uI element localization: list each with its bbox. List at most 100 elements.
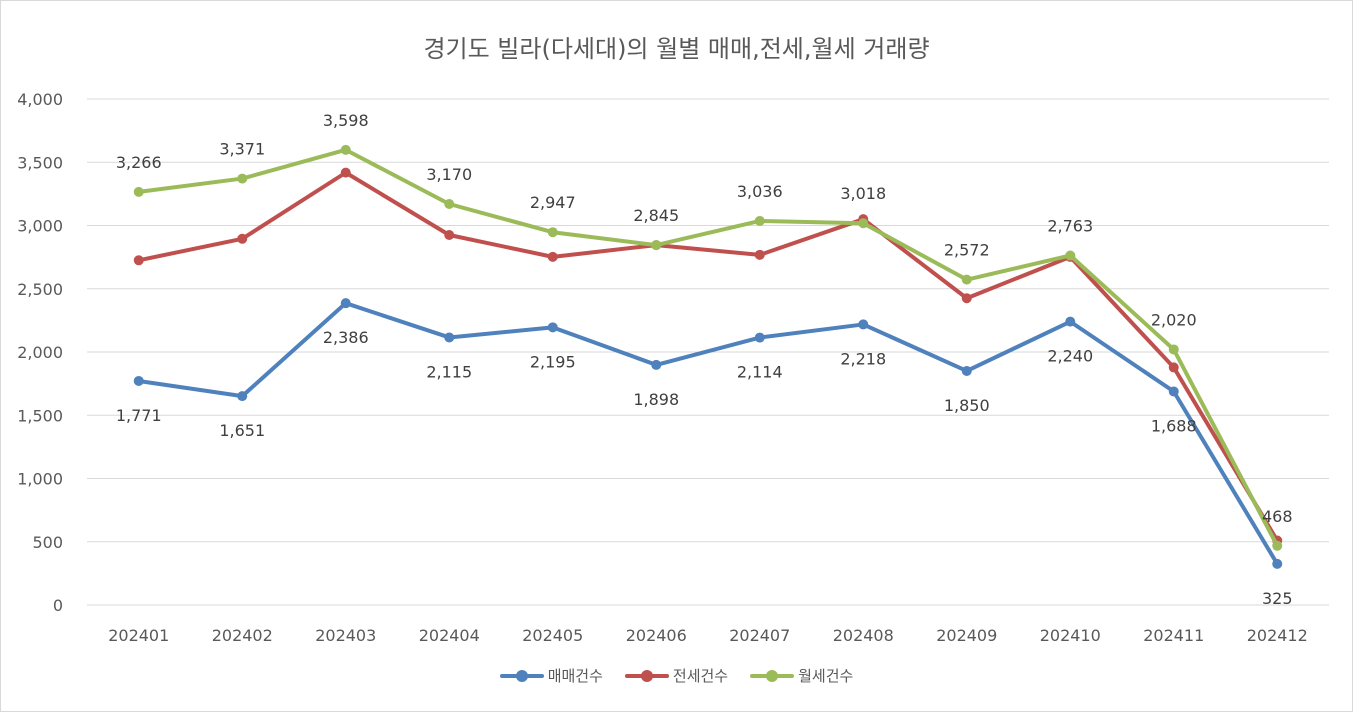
data-point xyxy=(340,167,351,178)
data-label: 3,598 xyxy=(323,111,369,130)
legend-label: 월세건수 xyxy=(798,667,854,685)
x-tick-label: 202410 xyxy=(1040,626,1101,645)
data-point xyxy=(754,215,765,226)
data-point xyxy=(1065,250,1076,261)
data-point xyxy=(547,322,558,333)
data-label: 2,947 xyxy=(530,193,576,212)
data-point xyxy=(858,218,869,229)
data-label: 1,850 xyxy=(944,396,990,415)
x-tick-label: 202403 xyxy=(315,626,376,645)
data-point xyxy=(444,198,455,209)
x-tick-label: 202401 xyxy=(108,626,169,645)
data-label: 3,036 xyxy=(737,182,783,201)
x-tick-label: 202402 xyxy=(212,626,273,645)
data-label: 1,771 xyxy=(116,406,162,425)
data-point xyxy=(444,229,455,240)
data-label: 2,020 xyxy=(1151,310,1197,329)
y-tick-label: 2,500 xyxy=(17,280,63,299)
legend-item: 매매건수 xyxy=(499,665,603,686)
data-point xyxy=(547,227,558,238)
data-label: 2,195 xyxy=(530,352,576,371)
data-label: 468 xyxy=(1262,507,1293,526)
data-label: 2,386 xyxy=(323,328,369,347)
series-1 xyxy=(133,167,1283,546)
data-point xyxy=(133,255,144,266)
data-point xyxy=(547,251,558,262)
data-label: 1,651 xyxy=(219,421,265,440)
data-point xyxy=(1272,540,1283,551)
data-label: 2,115 xyxy=(426,362,472,381)
series-2 xyxy=(133,144,1283,551)
legend-label: 전세건수 xyxy=(672,667,729,685)
data-label: 3,018 xyxy=(840,184,886,203)
x-tick-label: 202408 xyxy=(833,626,894,645)
chart-title: 경기도 빌라(다세대)의 월별 매매,전세,월세 거래량 xyxy=(423,35,930,63)
y-tick-label: 0 xyxy=(53,596,63,615)
data-label: 2,763 xyxy=(1047,216,1093,235)
data-point xyxy=(1272,558,1283,569)
data-point xyxy=(133,186,144,197)
x-tick-label: 202409 xyxy=(936,626,997,645)
data-point xyxy=(340,144,351,155)
legend-item: 전세건수 xyxy=(624,665,729,686)
legend-item: 월세건수 xyxy=(750,665,853,686)
data-point xyxy=(1168,344,1179,355)
data-labels: 1,771 1,651 2,386 2,115 2,195 1,898 2,114 2,218… xyxy=(116,111,1293,608)
data-point xyxy=(754,332,765,343)
data-point xyxy=(651,359,662,370)
data-point xyxy=(754,249,765,260)
x-tick-label: 202411 xyxy=(1143,626,1204,645)
data-point xyxy=(1168,386,1179,397)
data-label: 3,266 xyxy=(116,153,162,172)
legend-marker xyxy=(750,669,795,683)
data-label: 2,240 xyxy=(1047,347,1093,366)
x-tick-label: 202406 xyxy=(626,626,687,645)
y-tick-label: 500 xyxy=(32,533,63,552)
y-tick-label: 1,000 xyxy=(17,470,63,489)
data-point xyxy=(961,293,972,304)
data-label: 3,170 xyxy=(426,165,472,184)
x-tick-label: 202412 xyxy=(1247,626,1308,645)
data-label: 1,898 xyxy=(633,390,679,409)
y-axis-tick-labels: 0 500 1,000 1,500 2,000 2,500 3,000 3,500 4,000 xyxy=(17,90,63,615)
legend: 매매건수 전세건수 월세건수 xyxy=(1,665,1352,686)
data-point xyxy=(1168,362,1179,373)
data-point xyxy=(651,240,662,251)
x-tick-label: 202407 xyxy=(729,626,790,645)
data-point xyxy=(1065,316,1076,327)
data-label: 2,114 xyxy=(737,363,783,382)
series-0 xyxy=(133,298,1283,569)
data-point xyxy=(237,173,248,184)
data-label: 1,688 xyxy=(1151,416,1197,435)
y-tick-label: 2,000 xyxy=(17,343,63,362)
legend-marker xyxy=(499,669,544,683)
data-label: 325 xyxy=(1262,589,1293,608)
data-point xyxy=(133,375,144,386)
series-line xyxy=(136,301,1280,566)
data-point xyxy=(237,391,248,402)
data-label: 2,218 xyxy=(840,349,886,368)
legend-marker xyxy=(624,669,669,683)
legend-label: 매매건수 xyxy=(547,667,603,685)
series-lines xyxy=(133,144,1283,569)
data-point xyxy=(961,274,972,285)
y-tick-label: 3,500 xyxy=(17,153,63,172)
series-line xyxy=(136,170,1280,543)
series-line xyxy=(136,147,1280,548)
data-point xyxy=(237,233,248,244)
data-point xyxy=(444,332,455,343)
x-axis-tick-labels: 202401 202402 202403 202404 202405 202406 2024… xyxy=(108,626,1308,645)
x-tick-label: 202405 xyxy=(522,626,583,645)
data-point xyxy=(340,298,351,309)
x-tick-label: 202404 xyxy=(419,626,480,645)
data-label: 2,845 xyxy=(633,206,679,225)
y-tick-label: 3,000 xyxy=(17,217,63,236)
y-tick-label: 4,000 xyxy=(17,90,63,109)
line-chart-plot: 05001,0001,5002,0002,5003,0003,5004,000 … xyxy=(17,90,1329,645)
data-point xyxy=(858,319,869,330)
data-point xyxy=(961,365,972,376)
y-tick-label: 1,500 xyxy=(17,406,63,425)
data-label: 2,572 xyxy=(944,241,990,260)
data-label: 3,371 xyxy=(219,140,265,159)
